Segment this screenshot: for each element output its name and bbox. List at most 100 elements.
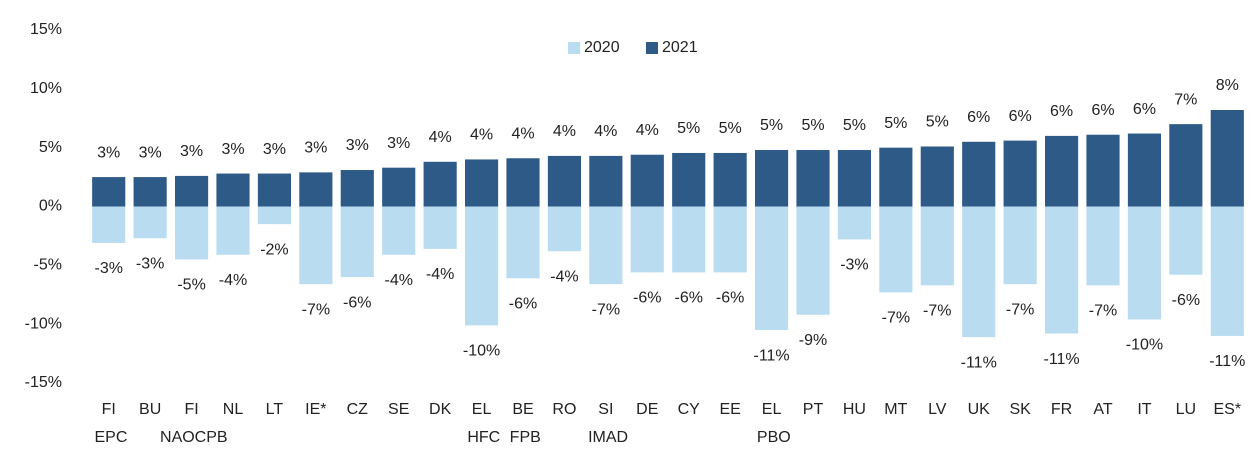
data-label: 3%: [180, 143, 203, 160]
x-tick-label: SK: [1009, 401, 1031, 418]
bar: [382, 167, 416, 207]
bar: [837, 206, 871, 240]
bar: [1169, 124, 1203, 207]
data-label: 4%: [553, 123, 576, 140]
legend-label: 2020: [584, 39, 620, 56]
bar: [920, 206, 954, 286]
legend-swatch: [568, 42, 580, 54]
data-label: -6%: [633, 290, 661, 307]
data-label: 5%: [801, 117, 824, 134]
data-label: 3%: [221, 141, 244, 158]
bar: [920, 146, 954, 207]
data-label: -11%: [961, 354, 997, 371]
bar: [299, 206, 333, 285]
data-label: 3%: [346, 137, 369, 154]
bar: [1210, 206, 1244, 336]
data-label: 6%: [1009, 108, 1032, 125]
data-label: -6%: [509, 295, 537, 312]
x-tick-label: MT: [884, 401, 907, 418]
bar: [755, 206, 789, 331]
data-label: -7%: [923, 303, 951, 320]
y-tick-label: 0%: [39, 198, 62, 215]
data-label: -11%: [1209, 353, 1245, 370]
data-label: -11%: [753, 347, 789, 364]
y-tick-label: 10%: [30, 80, 62, 97]
bar: [796, 150, 830, 207]
data-label: 5%: [884, 115, 907, 132]
x-tick-label: FI NAOCPB: [156, 401, 228, 446]
data-label: 6%: [967, 109, 990, 126]
bar: [962, 206, 996, 338]
data-label: -6%: [343, 294, 371, 311]
bar: [1210, 110, 1244, 207]
data-label: -6%: [1172, 292, 1200, 309]
data-label: 4%: [470, 127, 493, 144]
bar: [1127, 206, 1161, 320]
x-tick-label: HU: [843, 401, 866, 418]
bar: [423, 161, 457, 207]
bar: [216, 173, 250, 207]
y-tick-label: -5%: [34, 257, 62, 274]
x-tick-label: EE: [719, 401, 740, 418]
data-label: 5%: [677, 120, 700, 137]
bar: [175, 206, 209, 260]
data-label: 6%: [1050, 103, 1073, 120]
data-label: -10%: [1126, 337, 1163, 354]
bar: [547, 155, 581, 207]
data-label: 3%: [263, 141, 286, 158]
data-label: 6%: [1133, 101, 1156, 118]
data-label: 4%: [636, 122, 659, 139]
x-tick-label: PT: [803, 401, 824, 418]
data-label: 5%: [719, 120, 742, 137]
x-tick-label: CY: [678, 401, 701, 418]
data-label: -7%: [1089, 303, 1117, 320]
x-tick-label: RO: [552, 401, 576, 418]
x-tick-label: IE*: [305, 401, 326, 418]
data-label: -2%: [260, 241, 288, 258]
bar: [216, 206, 250, 255]
bar: [299, 172, 333, 207]
data-label: -11%: [1043, 351, 1079, 368]
bar: [1045, 206, 1079, 334]
bar: [672, 152, 706, 207]
legend-label: 2021: [662, 39, 698, 56]
y-tick-label: 15%: [30, 21, 62, 38]
data-label: -4%: [219, 272, 247, 289]
x-tick-label: SE: [388, 401, 409, 418]
data-label: -7%: [882, 310, 910, 327]
bar: [257, 173, 291, 207]
bar: [382, 206, 416, 255]
legend-swatch: [646, 42, 658, 54]
bar: [879, 147, 913, 207]
bar: [589, 206, 623, 285]
x-tick-label: FR: [1051, 401, 1072, 418]
bar: [92, 206, 126, 243]
x-tick-label: UK: [968, 401, 991, 418]
bar: [340, 170, 374, 207]
x-tick-label: LT: [266, 401, 284, 418]
bar: [506, 206, 540, 279]
bar: [1127, 133, 1161, 207]
bar: [465, 159, 499, 207]
data-label: 3%: [139, 144, 162, 161]
data-label: 6%: [1091, 102, 1114, 119]
bar: [1045, 135, 1079, 207]
bar: [547, 206, 581, 252]
bar: [713, 206, 747, 273]
bar: [1169, 206, 1203, 275]
data-label: 5%: [760, 117, 783, 134]
bar: [423, 206, 457, 249]
data-label: 7%: [1174, 91, 1197, 108]
bar: [630, 154, 664, 207]
x-tick-label: DK: [429, 401, 452, 418]
data-label: -6%: [716, 290, 744, 307]
x-tick-label: LV: [928, 401, 947, 418]
bar: [1003, 140, 1037, 207]
bar: [340, 206, 374, 278]
bar: [506, 158, 540, 207]
x-tick-label: EL HFC: [463, 401, 500, 446]
data-label: -9%: [799, 332, 827, 349]
x-tick-label: FI EPC: [90, 401, 127, 446]
bar: [133, 177, 167, 207]
